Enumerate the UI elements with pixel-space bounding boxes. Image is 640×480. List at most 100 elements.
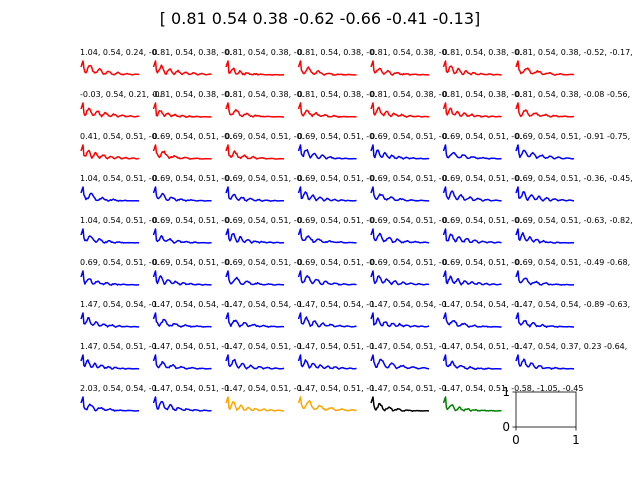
series-line [225,270,285,286]
panel-title: 0.69, 0.54, 0.51, -0.91 -0.75, [515,132,630,141]
panel-title: 0.69, 0.54, 0.51, -0. [153,258,232,267]
series-line [442,354,502,370]
y-tick-label: 0 [502,420,510,434]
series-line [370,186,430,202]
series-line [442,396,502,412]
panel-title: 0.69, 0.54, 0.51, -0.49 -0.68, [515,258,630,267]
panel-title: 1.47, 0.54, 0.51, -0. [443,342,522,351]
panel-title: 0.69, 0.54, 0.51, -0.63, -0.82, [515,216,633,225]
panel-title: 0.69, 0.54, 0.51, -0. [225,216,304,225]
panel-title: 0.81, 0.54, 0.38, -0. [153,48,232,57]
series-line [225,60,285,76]
series-line [370,396,429,412]
series-line [297,312,357,328]
panel-title: 0.81, 0.54, 0.38, -0. [370,48,449,57]
series-line [80,186,139,202]
series-line [297,60,357,76]
series-line [152,354,212,370]
series-line [297,186,357,202]
panel-title: 0.81, 0.54, 0.38, -0. [298,90,377,99]
series-line [152,396,212,412]
panel-title: 0.81, 0.54, 0.38, -0. [225,48,304,57]
panel-title: 1.47, 0.54, 0.54, -0. [153,300,232,309]
series-line [515,60,575,76]
series-line [515,102,575,118]
panel-title: -0.03, 0.54, 0.21, -0. [80,90,162,99]
figure-suptitle: [ 0.81 0.54 0.38 -0.62 -0.66 -0.41 -0.13… [160,9,481,28]
series-line [370,60,429,76]
panel-title: 1.47, 0.54, 0.54, -0. [225,300,304,309]
panel-title: 1.47, 0.54, 0.51, -0. [298,342,377,351]
panel-title: 0.81, 0.54, 0.38, -0. [225,90,304,99]
series-line [152,60,212,76]
panel-title: 1.47, 0.54, 0.51, -0. [370,384,449,393]
panel-title: 1.47, 0.54, 0.54, -0. [298,300,377,309]
panel-title: 0.69, 0.54, 0.51, -0. [443,216,522,225]
panel-title: 0.69, 0.54, 0.51, -0. [443,258,522,267]
panel-title: 0.69, 0.54, 0.51, -0. [443,174,522,183]
panel-title: 0.69, 0.54, 0.51, -0. [298,258,377,267]
series-line [152,270,212,286]
panel-title: 0.69, 0.54, 0.51, -0. [225,174,304,183]
series-line [152,228,212,244]
panel-title: 0.69, 0.54, 0.51, -0. [370,216,449,225]
series-line [80,102,139,118]
panel-title: 0.69, 0.54, 0.51, -0.36, -0.45, [515,174,633,183]
panel-title: 0.69, 0.54, 0.51, -0. [225,258,304,267]
series-line [225,102,285,118]
panel-title: 0.41, 0.54, 0.51, -0. [80,132,159,141]
series-line [370,228,430,244]
panel-title: 0.69, 0.54, 0.51, -0. [80,258,159,267]
panel-title: 1.47, 0.54, 0.51, -0. [80,342,159,351]
series-line [80,60,140,76]
series-line [515,270,574,286]
panel-title: 0.69, 0.54, 0.51, -0. [298,132,377,141]
series-line [80,228,139,244]
series-line [442,312,502,328]
series-line [515,312,574,328]
series-line [442,270,502,286]
series-line [225,186,285,202]
series-line [297,102,357,118]
series-line [225,228,284,244]
panel-title: 1.47, 0.54, 0.51, -0.58, -1.05, -0.45 [443,384,584,393]
series-line [515,144,575,160]
panel-title: 1.47, 0.54, 0.51, -0. [370,342,449,351]
panel-title: 1.47, 0.54, 0.51, -0. [225,342,304,351]
series-line [297,354,357,370]
series-line [80,312,139,328]
panel-title: 1.47, 0.54, 0.51, -0. [225,384,304,393]
series-line [225,396,285,412]
panel-title: 2.03, 0.54, 0.54, -0. [80,384,159,393]
y-tick-label: 1 [502,385,510,399]
panel-title: 0.81, 0.54, 0.38, -0. [370,90,449,99]
series-line [370,312,429,328]
panel-title: 0.81, 0.54, 0.38, -0.52, -0.17, [515,48,633,57]
panel-title: 0.69, 0.54, 0.51, -0. [298,174,377,183]
x-tick-label: 1 [572,433,580,447]
series-line [225,354,285,370]
empty-axes-frame [515,391,577,428]
series-line [297,396,357,412]
series-line [80,354,140,370]
panel-title: 0.69, 0.54, 0.51, -0. [298,216,377,225]
panel-title: 0.69, 0.54, 0.51, -0. [443,132,522,141]
series-line [80,396,140,412]
series-line [442,102,502,118]
series-line [515,186,574,202]
series-line [442,144,502,160]
panel-title: 1.47, 0.54, 0.37, 0.23 -0.64, [515,342,627,351]
series-line [515,228,575,244]
panel-title: 1.04, 0.54, 0.51, -0. [80,216,159,225]
series-line [152,144,212,160]
series-line [370,270,430,286]
panel-grid: 1.04, 0.54, 0.24, -0.0.81, 0.54, 0.38, -… [80,48,633,447]
panel-title: 1.04, 0.54, 0.24, -0. [80,48,159,57]
empty-axes: 0 1 0 1 [502,385,579,447]
panel-title: 1.47, 0.54, 0.51, -0. [153,384,232,393]
series-line [370,354,430,370]
series-line [152,312,212,328]
panel-title: 0.81, 0.54, 0.38, -0. [153,90,232,99]
panel-title: 0.69, 0.54, 0.51, -0. [153,132,232,141]
series-line [80,270,140,286]
